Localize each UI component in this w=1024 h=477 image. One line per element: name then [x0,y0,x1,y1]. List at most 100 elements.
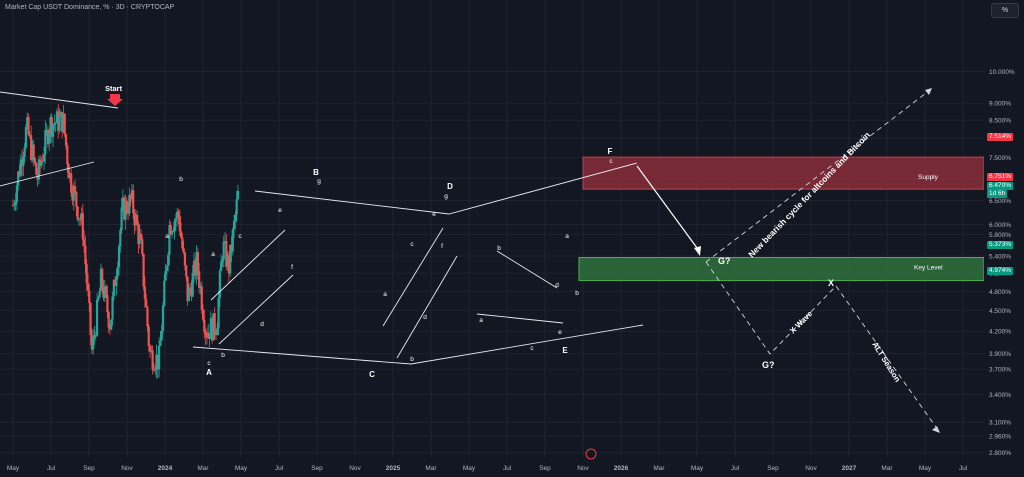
candle-body [58,116,61,131]
x-tick-label: 2024 [158,465,173,472]
x-wave-projection [705,261,939,431]
y-tick-label: 5.400% [989,254,1011,261]
arrow-head-icon [694,246,701,256]
subwave-label: g [317,178,321,185]
candle-body [170,231,174,235]
x-tick-label: Sep [767,465,779,472]
candle-body [156,354,159,370]
candle-body [134,214,137,226]
candle-body [146,307,149,327]
y-tick-label: 4.200% [989,329,1011,336]
candle-body [204,331,207,336]
candle-body [112,280,115,297]
candle-body [59,112,62,117]
candle-body [201,309,205,320]
candle-body [186,276,189,302]
candle-body [236,190,240,200]
percent-scale-button[interactable]: % [991,3,1019,18]
candle-body [151,350,154,370]
candle-body [33,158,37,164]
subwave-label: c [609,158,613,165]
candle-body [126,211,130,214]
x-tick-label: 2025 [386,465,401,472]
candle-body [174,218,178,222]
candle-body [212,313,215,341]
subwave-label: d [555,282,559,289]
candle-body [14,202,17,205]
supply-bottom-badge: 6.751% [987,173,1014,181]
candle-body [205,335,209,338]
candle-body [83,239,86,246]
candle-body [182,248,185,253]
y-tick-label: 2.960% [989,433,1011,440]
subwave-label: d [260,321,264,328]
candle-body [137,224,140,244]
candle-body [230,244,233,252]
candle-body [198,271,201,288]
x-tick-label: May [235,465,248,472]
price-axis[interactable]: 10.000%9.000%8.500%8.000%7.500%7.000%6.5… [984,0,1024,477]
subwave-label: a [383,291,387,298]
key-level-label: Key Level [914,265,943,272]
candle-body [145,299,148,308]
start-label: Start [105,84,123,93]
candle-body [190,288,193,297]
candle-body [54,122,57,124]
candle-body [15,185,18,203]
candle-body [53,123,56,125]
candle-body [129,195,132,200]
candle-body [139,233,143,240]
candle-body [211,318,214,341]
candle-body [40,161,43,166]
x-tick-label: Nov [349,465,361,472]
candle-body [48,132,51,144]
candle-body [152,369,156,371]
subwave-label: a [479,317,483,324]
x-tick-label: May [463,465,476,472]
candle-body [213,313,216,333]
candle-body [88,290,91,303]
candle-body [45,130,48,131]
y-tick-label: 7.500% [989,155,1011,162]
candle-body [164,271,167,281]
candle-body [24,127,28,148]
candle-body [67,164,70,179]
subwave-label: e [278,207,282,214]
candle-body [120,207,123,231]
channel-line-3 [382,227,444,327]
candle-body [185,265,188,277]
candle-body [35,163,38,175]
candle-body [97,297,100,300]
candle-body [221,259,224,262]
g-label-1: G? [718,256,731,266]
candle-body [46,130,50,144]
x-tick-label: May [691,465,704,472]
candle-body [64,134,68,146]
y-tick-label: 3.400% [989,392,1011,399]
subwave-label: c [530,345,534,352]
x-tick-label: May [7,465,20,472]
candle-body [55,111,59,123]
candle-body [42,154,46,162]
candle-body [187,287,190,302]
candle-body [28,134,31,136]
candle-body [203,319,206,332]
candle-body [80,213,83,221]
time-axis[interactable]: May Jul Sep Nov 2024 Mar May Jul Sep Nov 2025 Mar Ma… [0,448,1024,477]
candle-body [142,253,145,287]
candle-body [104,286,108,295]
candle-body [141,239,144,254]
candle-body [225,241,228,267]
candle-body [115,276,118,287]
subwave-label: b [497,245,501,252]
projection-arrow-icon [925,88,932,95]
candle-body [26,117,29,128]
candle-body [199,286,202,288]
candle-body [81,213,84,240]
y-tick-label: 3.700% [989,367,1011,374]
bearish-cycle-projection [705,89,931,263]
y-tick-label: 5.800% [989,232,1011,239]
candle-body [76,206,79,220]
subwave-label: b [179,176,183,183]
